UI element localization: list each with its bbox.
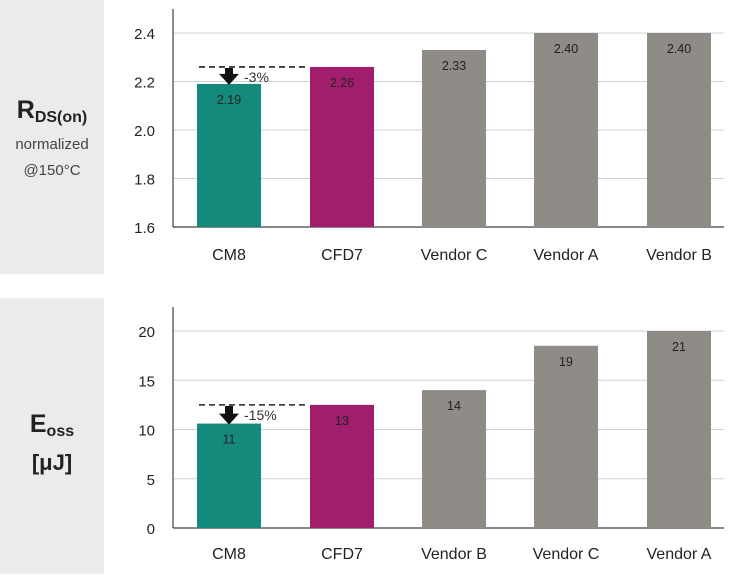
rdson-category-label: Vendor C [421,247,488,264]
eoss-y-tick-label: 10 [138,423,155,440]
rdson-arrow-shaft [225,67,233,76]
eoss-y-tick-label: 15 [138,373,155,390]
eoss-data-label: 14 [447,399,461,413]
rdson-reduction-annotation: -3% [244,69,269,85]
rdson-axis-title: RDS(on) [16,96,88,126]
eoss-data-label: 13 [335,414,349,428]
rdson-bar-vendor-a [534,33,598,227]
eoss-category-label: Vendor A [647,546,712,563]
eoss-y-tick-label: 0 [147,521,155,538]
rdson-y-tick-label: 1.8 [134,172,155,189]
eoss-bar-vendor-a [647,331,711,528]
eoss-bar-cfd7 [310,404,374,528]
rdson-y-tick-label: 1.6 [134,220,155,237]
rdson-data-label: 2.26 [330,76,354,90]
rdson-data-label: 2.40 [667,42,691,56]
rdson-axis-label-panel: RDS(on) normalized @150°C [0,0,104,274]
eoss-reduction-annotation: -15% [244,407,277,423]
eoss-y-tick-label: 20 [138,324,155,341]
eoss-data-label: 19 [559,355,573,369]
rdson-bar-vendor-b [647,33,711,227]
eoss-arrow-head-icon [219,413,239,425]
eoss-bar-vendor-c [534,345,598,528]
eoss-axis-label-panel: Eoss [μJ] [0,298,104,574]
rdson-data-label: 2.40 [554,42,578,56]
eoss-arrow-shaft [225,405,233,416]
eoss-data-label: 21 [672,340,686,354]
rdson-y-tick-label: 2.2 [134,75,155,92]
rdson-category-label: CM8 [212,247,246,264]
rdson-bar-vendor-c [422,49,486,227]
eoss-bar-vendor-b [422,390,486,528]
eoss-category-label: Vendor B [421,546,487,563]
eoss-data-label: 11 [223,433,236,447]
eoss-category-label: CFD7 [321,546,363,563]
eoss-category-label: CM8 [212,546,246,563]
rdson-arrow-head-icon [219,73,239,85]
rdson-category-label: Vendor B [646,247,712,264]
eoss-y-tick-label: 5 [147,472,155,489]
rdson-axis-subtitle-2: @150°C [23,162,81,179]
rdson-axis-subtitle-1: normalized [15,136,89,153]
rdson-data-label: 2.33 [442,59,466,73]
rdson-bar-cm8 [197,83,261,227]
rdson-category-label: CFD7 [321,247,363,264]
rdson-category-label: Vendor A [534,247,599,264]
rdson-y-tick-label: 2.4 [134,26,155,43]
eoss-bar-cm8 [197,423,261,528]
eoss-axis-unit: [μJ] [31,450,73,475]
rdson-bar-cfd7 [310,66,374,227]
eoss-axis-title: Eoss [29,410,75,440]
rdson-y-tick-label: 2.0 [134,123,155,140]
eoss-category-label: Vendor C [533,546,600,563]
rdson-data-label: 2.19 [217,93,241,107]
